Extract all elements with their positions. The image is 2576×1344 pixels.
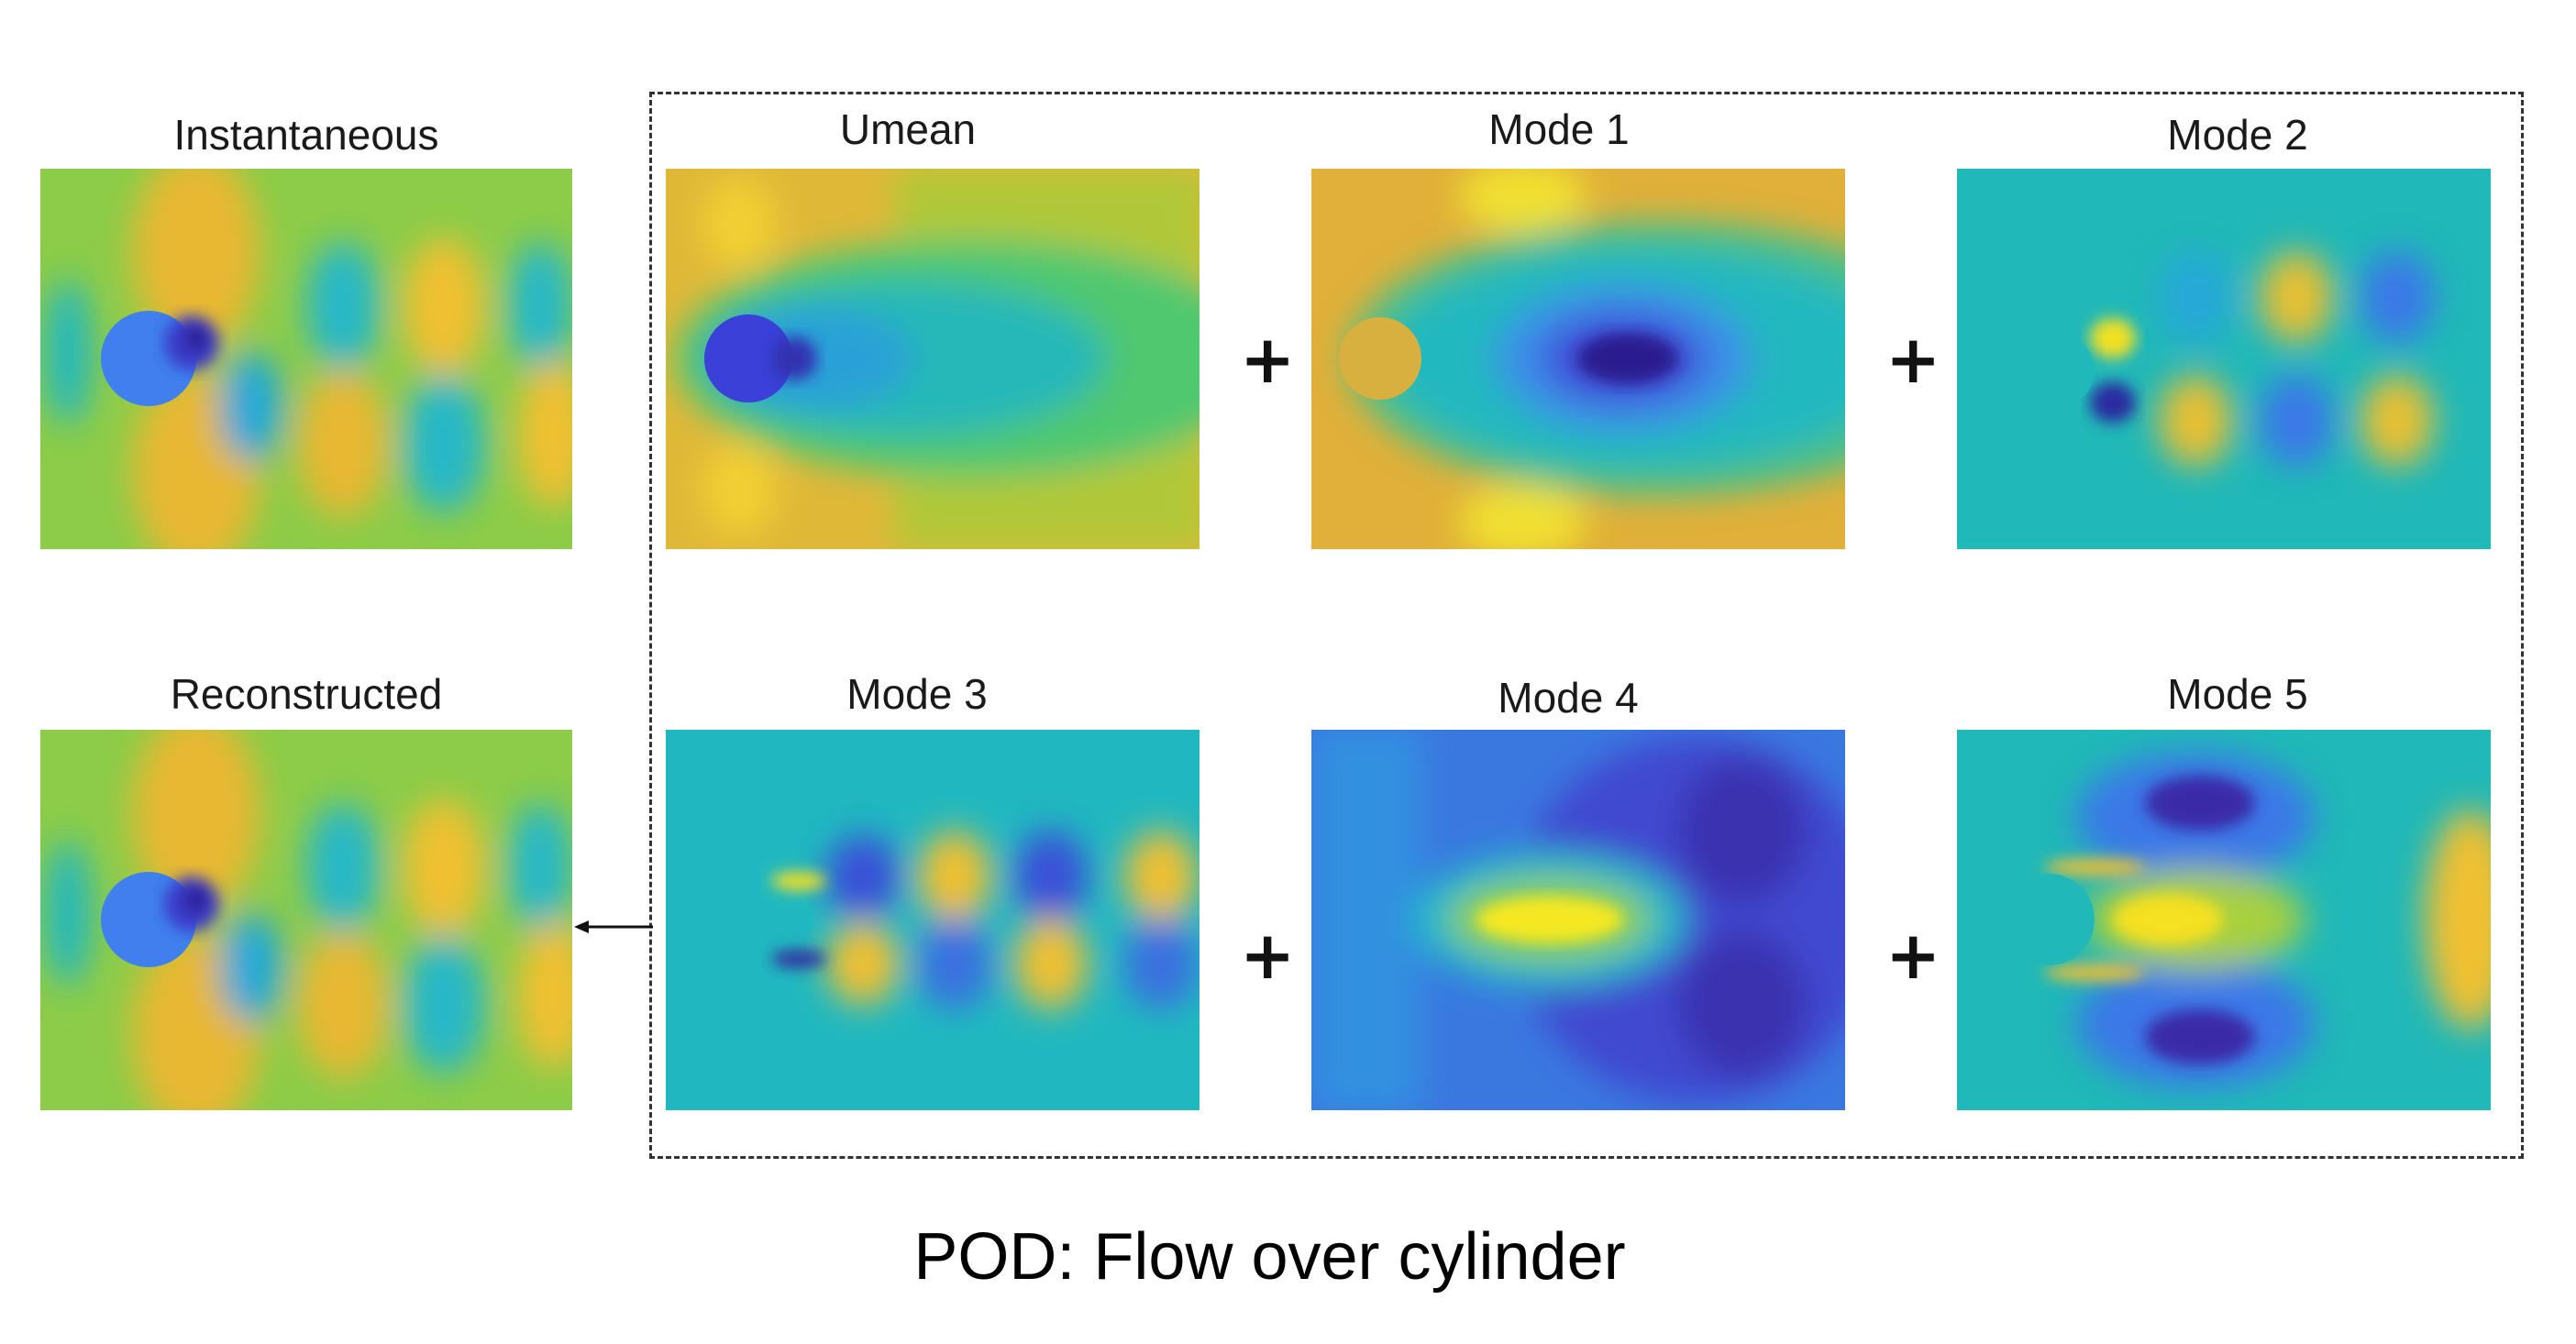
arrow-left-icon — [574, 920, 653, 933]
reconstructed-field — [40, 730, 572, 1110]
title-reconstructed: Reconstructed — [170, 670, 443, 718]
title-mode3: Mode 3 — [846, 670, 988, 718]
mode4-field — [1311, 730, 1845, 1110]
title-mode1: Mode 1 — [1488, 105, 1630, 153]
plus-sign: + — [1240, 321, 1296, 398]
mode1-field — [1311, 169, 1845, 549]
title-mode2: Mode 2 — [2167, 111, 2308, 159]
mode5-field — [1957, 730, 2491, 1110]
mode3-field — [666, 730, 1200, 1110]
instantaneous-field — [40, 169, 572, 549]
plus-sign: + — [1240, 917, 1296, 994]
plus-sign: + — [1885, 321, 1941, 398]
figure-caption: POD: Flow over cylinder — [913, 1220, 1626, 1294]
title-mode5: Mode 5 — [2167, 670, 2308, 718]
plus-sign: + — [1885, 917, 1941, 994]
mode2-field — [1957, 169, 2491, 549]
mode-group-box — [649, 92, 2524, 1159]
title-umean: Umean — [839, 105, 977, 153]
title-instantaneous: Instantaneous — [173, 111, 439, 159]
umean-field — [666, 169, 1200, 549]
title-mode4: Mode 4 — [1498, 674, 1639, 722]
